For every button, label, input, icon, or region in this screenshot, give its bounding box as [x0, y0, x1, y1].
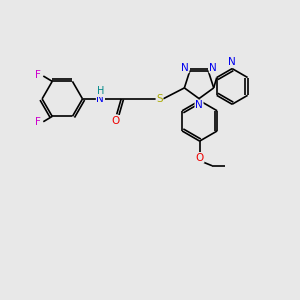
Text: N: N [228, 57, 236, 67]
Text: O: O [196, 153, 204, 163]
Text: N: N [209, 63, 217, 73]
Text: N: N [181, 63, 189, 73]
Text: N: N [97, 94, 104, 104]
Text: F: F [35, 117, 41, 127]
Text: O: O [111, 116, 119, 126]
Text: S: S [156, 94, 163, 104]
Text: H: H [97, 86, 104, 96]
Text: F: F [35, 70, 41, 80]
Text: N: N [195, 100, 203, 110]
